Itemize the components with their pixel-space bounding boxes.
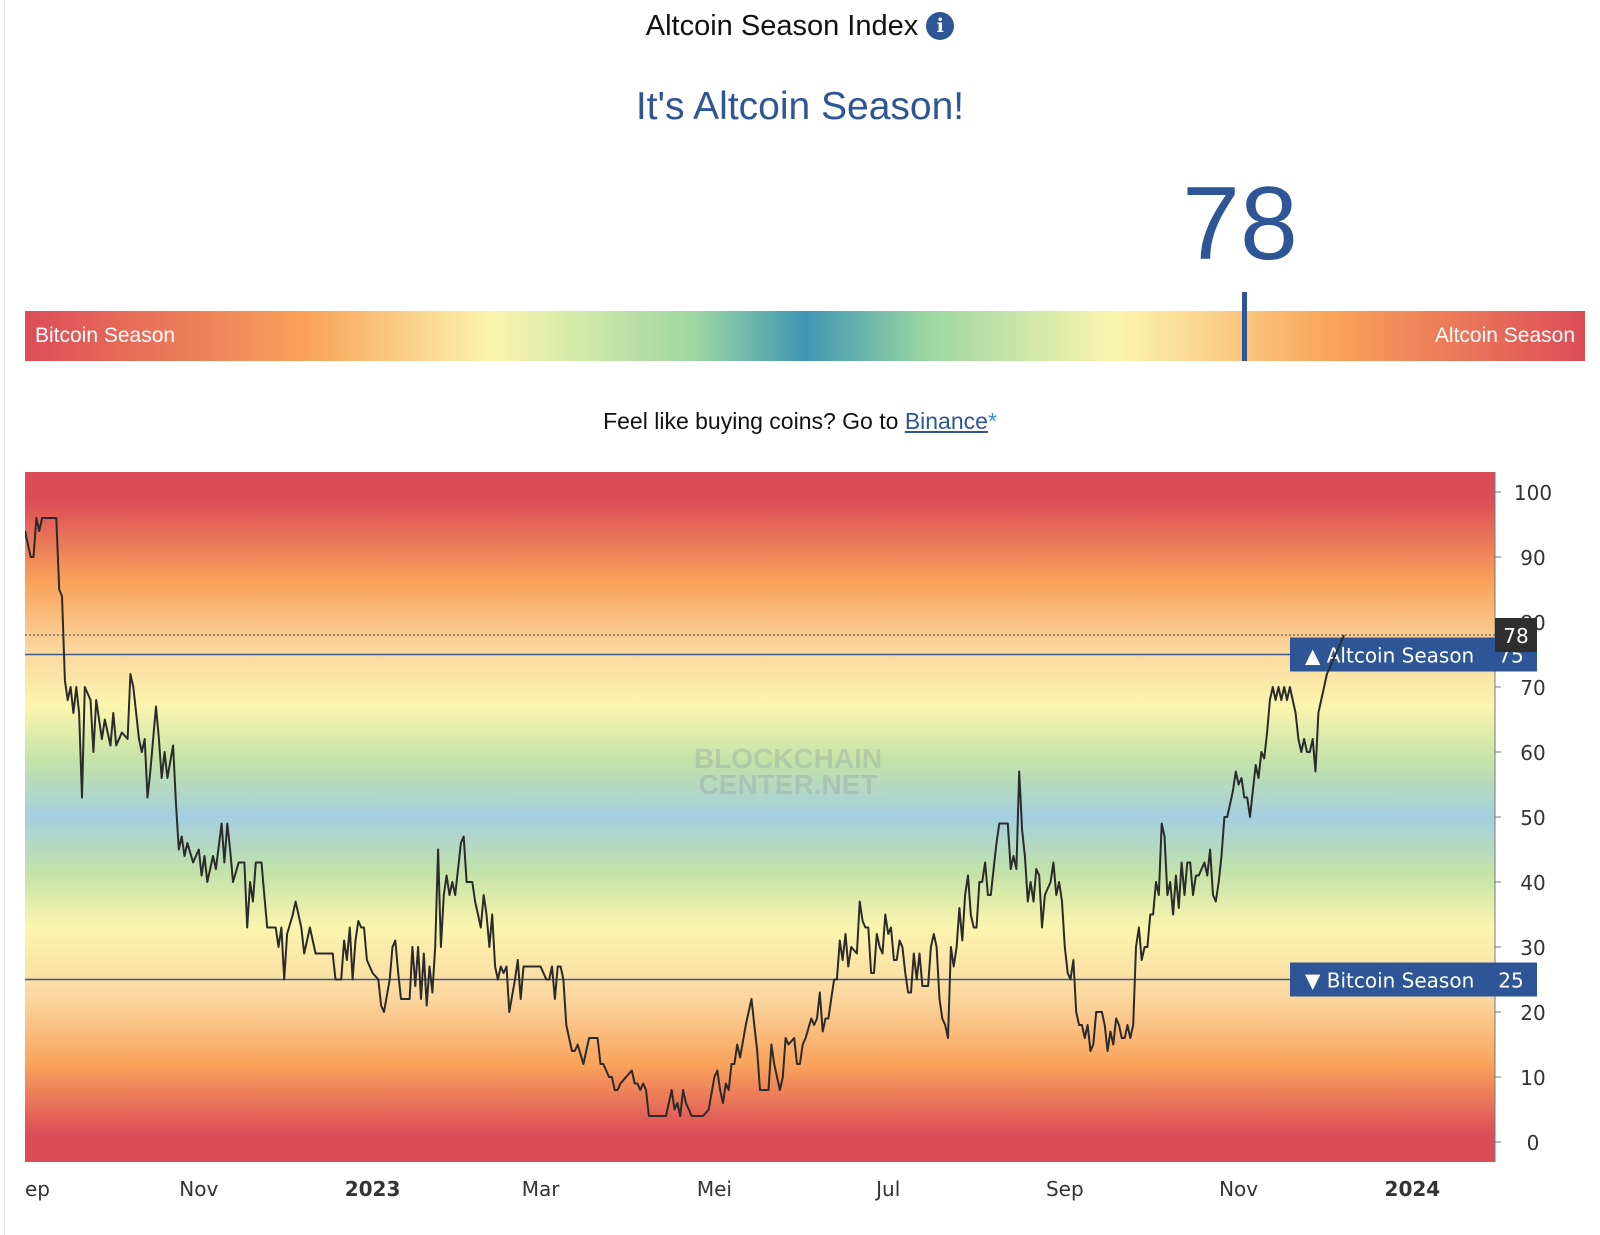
gauge-marker <box>1242 292 1247 361</box>
x-tick-label: Nov <box>1219 1177 1258 1201</box>
x-tick-label: Nov <box>179 1177 218 1201</box>
promo-asterisk: * <box>987 408 997 434</box>
x-tick-label: Sep <box>1046 1177 1084 1201</box>
current-value-badge <box>1495 618 1537 652</box>
x-tick-label: 2024 <box>1385 1177 1441 1201</box>
y-axis-ticks: 0102030405060708090100 <box>1495 481 1552 1155</box>
promo-line: Feel like buying coins? Go to Binance* <box>0 408 1600 435</box>
chart-background-bands <box>25 472 1495 1162</box>
y-tick-label: 40 <box>1520 871 1545 895</box>
y-tick-label: 60 <box>1520 741 1545 765</box>
series-layer <box>25 517 1345 1117</box>
title-row: Altcoin Season Index i <box>0 10 1600 43</box>
altcoin-index-chart: BLOCKCHAIN CENTER.NET 010203040506070809… <box>25 472 1575 1201</box>
watermark: BLOCKCHAIN CENTER.NET <box>694 743 882 800</box>
watermark-line-2: CENTER.NET <box>699 769 878 800</box>
x-tick-label: Mar <box>522 1177 561 1201</box>
y-tick-label: 30 <box>1520 936 1545 960</box>
page-title: Altcoin Season Index <box>645 10 919 42</box>
x-tick-label: ep <box>25 1177 50 1201</box>
threshold-label: ▲ Altcoin Season <box>1305 644 1474 668</box>
binance-link[interactable]: Binance <box>904 408 988 434</box>
y-tick-label: 20 <box>1520 1001 1545 1025</box>
y-tick-label: 100 <box>1514 481 1552 505</box>
current-value-label: 78 <box>1503 624 1528 648</box>
season-status: It's Altcoin Season! <box>635 85 965 128</box>
y-tick-label: 10 <box>1520 1066 1545 1090</box>
series-line <box>25 517 1345 1117</box>
x-tick-label: Mei <box>697 1177 732 1201</box>
threshold-lines: ▲ Altcoin Season 75▼ Bitcoin Season 25 <box>25 637 1537 997</box>
threshold-label: ▼ Bitcoin Season <box>1305 969 1474 993</box>
info-icon[interactable]: i <box>926 12 955 40</box>
threshold-badge <box>1290 962 1537 997</box>
threshold-value: 25 <box>1498 969 1523 993</box>
y-tick-label: 90 <box>1520 546 1545 570</box>
gauge-label-bitcoin: Bitcoin Season <box>35 324 176 347</box>
y-tick-label: 50 <box>1520 806 1545 830</box>
gauge-label-altcoin: Altcoin Season <box>1434 324 1575 347</box>
y-tick-label: 70 <box>1520 676 1545 700</box>
season-gauge: Bitcoin Season Altcoin Season <box>25 292 1585 361</box>
index-value: 78 <box>1182 166 1298 282</box>
x-axis-ticks: ep Nov 2023 Mar Mei Jul Sep Nov 2024 <box>25 1177 1440 1201</box>
page-edge-rule <box>4 0 5 1235</box>
y-tick-label: 0 <box>1527 1131 1540 1155</box>
x-tick-label: 2023 <box>345 1177 401 1201</box>
current-value-layer: 78 <box>25 618 1537 652</box>
x-tick-label: Jul <box>874 1177 900 1201</box>
y-axis-background <box>1495 472 1575 1162</box>
promo-text: Feel like buying coins? Go to <box>603 408 899 434</box>
watermark-line-1: BLOCKCHAIN <box>694 743 882 774</box>
